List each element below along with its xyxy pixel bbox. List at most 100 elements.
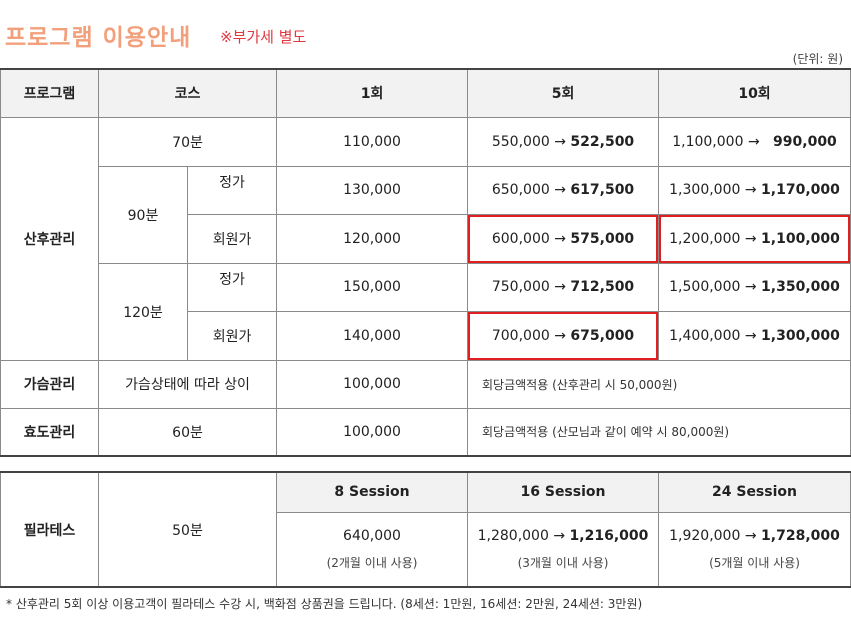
price-5-highlighted: 700,000 → 675,000 xyxy=(467,310,660,361)
arrow-icon: → xyxy=(554,133,566,150)
old-price: 700,000 xyxy=(491,327,550,344)
header-8-session: 8 Session xyxy=(276,471,468,513)
price-table: 프로그램 코스 1회 5회 10회 산후관리 70분 110,000 550,0… xyxy=(0,68,851,457)
table-header-row: 프로그램 코스 1회 5회 10회 xyxy=(0,68,851,118)
table-row: 효도관리 60분 100,000 회당금액적용 (산모님과 같이 예약 시 80… xyxy=(0,407,851,457)
price-1: 150,000 xyxy=(276,262,469,312)
program-postpartum: 산후관리 xyxy=(0,116,99,361)
old-price: 1,280,000 xyxy=(477,527,549,544)
table-row: 640,000 (2개월 이내 사용) 1,280,000 → 1,216,00… xyxy=(1,511,851,588)
table-row: 90분 정가 130,000 650,000 → 617,500 1,300,0… xyxy=(1,165,851,264)
type-label: 정가 xyxy=(219,175,245,191)
arrow-icon: → xyxy=(747,133,760,150)
course-breast: 가슴상태에 따라 상이 xyxy=(97,359,278,409)
course-pilates: 50분 xyxy=(98,471,277,588)
header-24-session: 24 Session xyxy=(658,471,851,513)
type-label: 정가 xyxy=(219,272,245,288)
course-90: 90분 xyxy=(98,165,188,264)
arrow-icon: → xyxy=(554,279,566,295)
course-70: 70분 xyxy=(97,116,278,167)
unit-label: (단위: 원) xyxy=(792,52,843,66)
usage-period: (5개월 이내 사용) xyxy=(709,555,800,570)
arrow-icon: → xyxy=(554,327,566,344)
type-member: 회원가 xyxy=(186,213,278,264)
price-1: 100,000 xyxy=(276,359,469,409)
arrow-icon: → xyxy=(744,230,757,247)
price-24-session: 1,920,000 → 1,728,000 (5개월 이내 사용) xyxy=(658,511,851,588)
arrow-icon: → xyxy=(744,279,757,295)
price-1: 130,000 xyxy=(276,165,469,215)
price: 1,280,000 → 1,216,000 xyxy=(469,527,658,544)
table-row: 120분 정가 150,000 750,000 → 712,500 1,500,… xyxy=(1,262,851,361)
price-10: 1,400,000 → 1,300,000 xyxy=(658,310,851,361)
price: 640,000 xyxy=(343,527,401,544)
new-price: 990,000 xyxy=(773,133,837,150)
old-price: 1,920,000 xyxy=(669,527,741,544)
type-member: 회원가 xyxy=(186,310,278,361)
hyodo-note: 회당금액적용 (산모님과 같이 예약 시 80,000원) xyxy=(467,407,851,457)
header-10: 10회 xyxy=(658,68,851,118)
header-1: 1회 xyxy=(276,68,469,118)
price-10-highlighted: 1,200,000 → 1,100,000 xyxy=(658,213,851,264)
old-price: 1,300,000 xyxy=(669,182,741,198)
price-5: 650,000 → 617,500 xyxy=(467,165,660,215)
table-header-row: 필라테스 50분 8 Session 16 Session 24 Session xyxy=(0,471,851,588)
table-row: 산후관리 70분 110,000 550,000 → 522,500 1,100… xyxy=(0,116,851,361)
price-5: 750,000 → 712,500 xyxy=(467,262,660,312)
arrow-icon: → xyxy=(554,182,566,198)
type-regular: 정가 xyxy=(186,262,278,312)
price-1: 120,000 xyxy=(276,213,469,264)
arrow-icon: → xyxy=(744,182,757,198)
usage-period: (3개월 이내 사용) xyxy=(517,555,609,570)
new-price: 1,728,000 xyxy=(761,527,840,544)
price-1: 140,000 xyxy=(276,310,469,361)
price-10: 1,500,000 → 1,350,000 xyxy=(658,262,851,312)
new-price: 1,216,000 xyxy=(569,527,649,544)
header-5: 5회 xyxy=(467,68,660,118)
price-1: 100,000 xyxy=(276,407,469,457)
new-price: 1,100,000 xyxy=(761,230,840,247)
footnote: * 산후관리 5회 이상 이용고객이 필라테스 수강 시, 백화점 상품권을 드… xyxy=(6,597,643,611)
new-price: 1,170,000 xyxy=(761,182,840,198)
pilates-table: 필라테스 50분 8 Session 16 Session 24 Session… xyxy=(0,471,851,588)
program-breast: 가슴관리 xyxy=(0,359,99,409)
old-price: 600,000 xyxy=(491,230,550,247)
new-price: 1,350,000 xyxy=(761,279,840,295)
old-price: 750,000 xyxy=(491,279,550,295)
old-price: 1,200,000 xyxy=(669,230,741,247)
course-hyodo: 60분 xyxy=(97,407,278,457)
program-pilates: 필라테스 xyxy=(0,471,99,588)
new-price: 522,500 xyxy=(570,133,635,150)
old-price: 650,000 xyxy=(491,182,550,198)
arrow-icon: → xyxy=(553,527,566,544)
price-16-session: 1,280,000 → 1,216,000 (3개월 이내 사용) xyxy=(467,511,659,588)
page-title: 프로그램 이용안내 xyxy=(5,25,192,51)
old-price: 1,100,000 xyxy=(672,133,744,150)
price-1: 110,000 xyxy=(276,116,469,167)
usage-period: (2개월 이내 사용) xyxy=(326,555,418,570)
vat-note: ※부가세 별도 xyxy=(220,28,307,46)
price-10: 1,300,000 → 1,170,000 xyxy=(658,165,851,215)
table-row: 회원가 120,000 600,000 → 575,000 1,200,000 … xyxy=(1,213,851,264)
breast-note: 회당금액적용 (산후관리 시 50,000원) xyxy=(467,359,851,409)
new-price: 675,000 xyxy=(570,327,635,344)
course-120: 120분 xyxy=(98,262,188,361)
price: 1,920,000 → 1,728,000 xyxy=(660,527,850,544)
price-10: 1,100,000 → 990,000 xyxy=(658,116,851,167)
header-16-session: 16 Session xyxy=(467,471,659,513)
program-hyodo: 효도관리 xyxy=(0,407,99,457)
new-price: 575,000 xyxy=(570,230,635,247)
new-price: 617,500 xyxy=(570,182,635,198)
price-5-highlighted: 600,000 → 575,000 xyxy=(467,213,660,264)
new-price: 1,300,000 xyxy=(761,327,840,344)
arrow-icon: → xyxy=(554,230,566,247)
price-5: 550,000 → 522,500 xyxy=(467,116,660,167)
arrow-icon: → xyxy=(744,327,757,344)
old-price: 550,000 xyxy=(491,133,550,150)
new-price: 712,500 xyxy=(570,279,635,295)
arrow-icon: → xyxy=(744,527,757,544)
old-price: 1,400,000 xyxy=(669,327,741,344)
header-course: 코스 xyxy=(97,68,278,118)
header-program: 프로그램 xyxy=(0,68,99,118)
table-row: 회원가 140,000 700,000 → 675,000 1,400,000 … xyxy=(1,310,851,361)
